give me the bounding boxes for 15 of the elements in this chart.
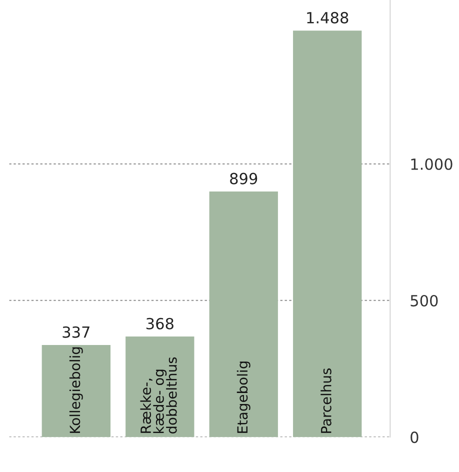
data-label: 368 bbox=[146, 318, 174, 330]
data-label: 899 bbox=[230, 172, 258, 184]
y-tick-label: 500 bbox=[410, 294, 438, 307]
x-tick-label: Kollegiebolig bbox=[69, 347, 83, 433]
x-tick-label: Række-, kæde- og dobbelthus bbox=[140, 357, 177, 434]
x-tick-label: Parcelhus bbox=[320, 368, 332, 433]
data-label: 1.488 bbox=[307, 12, 348, 24]
y-tick-label: 1.000 bbox=[411, 158, 452, 170]
y-tick-label: 0 bbox=[410, 432, 418, 444]
x-tick-label: Etagebolig bbox=[236, 362, 250, 433]
bar bbox=[209, 191, 278, 438]
bar bbox=[42, 345, 110, 438]
bar bbox=[293, 30, 362, 438]
data-label: 337 bbox=[62, 326, 90, 338]
bar bbox=[126, 336, 194, 438]
